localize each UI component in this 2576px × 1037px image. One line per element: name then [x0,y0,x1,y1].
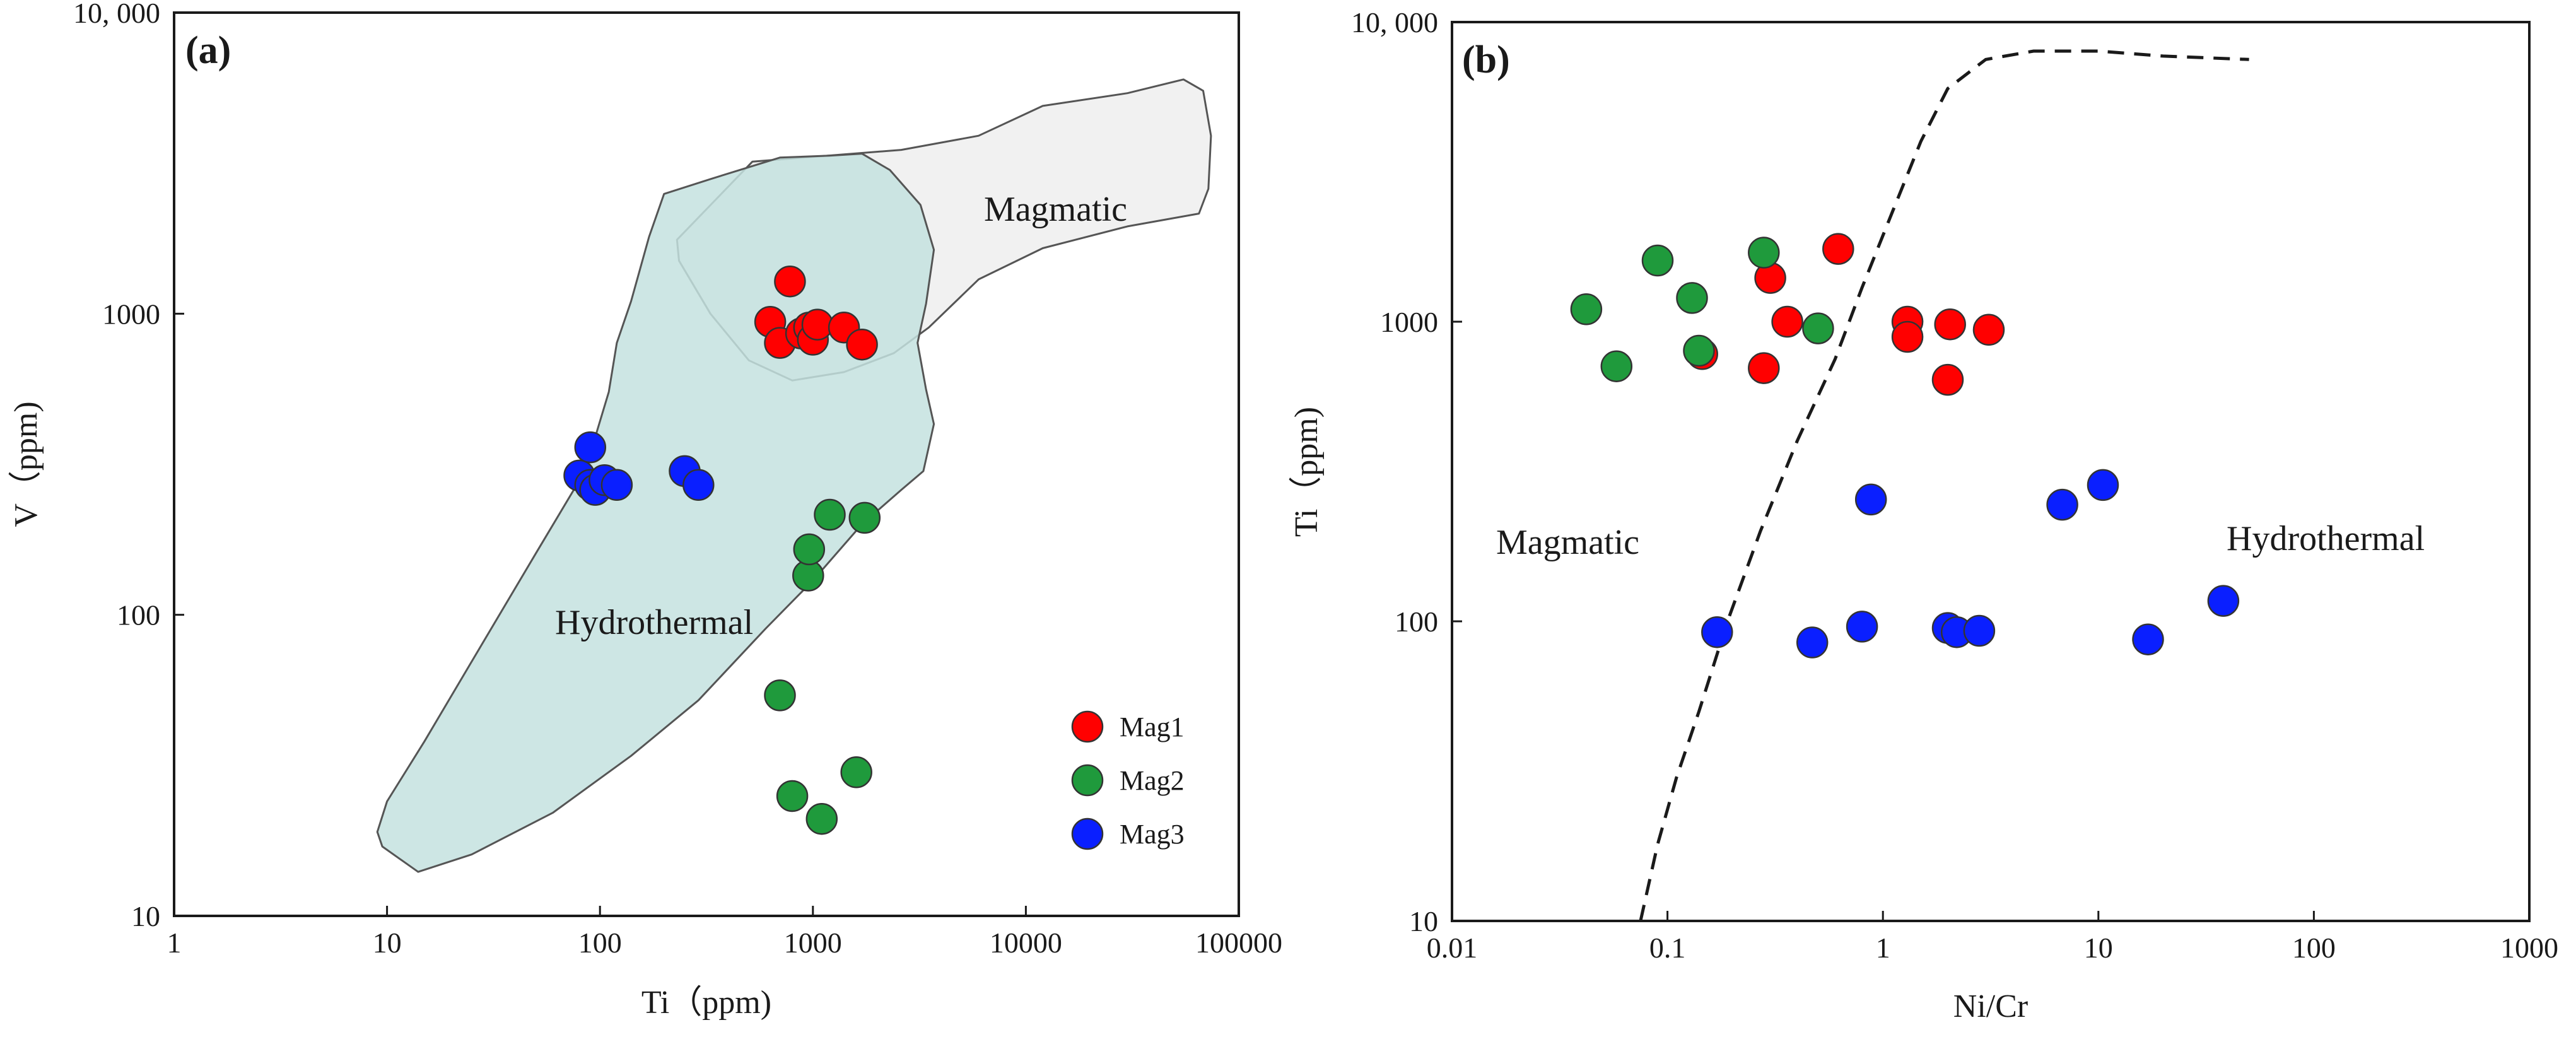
point-mag1 [801,308,834,341]
x-axis-ticks: 1 10 100 1000 10000 100000 [167,906,1282,959]
point-mag1 [1934,308,1966,341]
x-tick-label: 100000 [1195,927,1282,959]
point-mag2 [1600,350,1633,382]
y-tick-label: 10, 000 [73,0,160,29]
y-tick-label: 100 [1395,606,1438,638]
x-tick-label: 1 [167,927,182,959]
x-tick-label: 10 [373,927,402,959]
point-mag3 [2046,488,2078,521]
point-mag2 [840,756,872,788]
point-mag2 [814,498,846,531]
plot-frame [1451,21,2531,922]
x-tick-label: 1 [1876,932,1890,964]
magmatic-hydrothermal-boundary [1639,49,2249,922]
point-mag2 [805,802,838,835]
y-tick-label: 10 [1409,905,1438,937]
legend-marker-mag3 [1071,817,1104,850]
panel-label: (b) [1462,38,1510,81]
legend-label-mag3: Mag3 [1120,819,1185,850]
x-axis-title: Ni/Cr [1953,988,2028,1024]
scatter-points [563,265,881,835]
point-mag2 [1802,312,1834,344]
point-mag3 [1854,483,1887,516]
point-mag2 [793,533,826,566]
scatter-points [1570,233,2240,659]
legend: Mag1 Mag2 Mag3 [1071,710,1185,850]
point-mag1 [1891,320,1924,353]
point-mag3 [1701,616,1733,648]
legend-marker-mag2 [1071,764,1104,797]
panel-b: Magmatic Hydrothermal 0.01 0.1 1 10 100 1000 … [1289,6,2558,1024]
point-mag1 [846,328,878,361]
point-mag2 [848,501,881,534]
legend-label-mag1: Mag1 [1120,712,1185,742]
y-axis-ticks: 10 100 1000 10, 000 [1351,6,1462,937]
point-mag3 [1963,614,1996,647]
point-mag1 [1822,233,1854,265]
point-mag1 [774,265,806,298]
point-mag2 [1570,293,1603,325]
region-label-hydrothermal: Hydrothermal [555,603,753,642]
x-tick-label: 0.1 [1649,932,1686,964]
y-tick-label: 100 [117,599,160,631]
x-tick-label: 10000 [990,927,1062,959]
x-tick-label: 100 [578,927,622,959]
point-mag3 [682,469,715,501]
x-tick-label: 100 [2292,932,2336,964]
point-mag2 [1676,282,1708,314]
point-mag1 [1771,305,1803,338]
y-axis-title: Ti（ppm) [1289,407,1325,537]
panel-label: (a) [185,29,231,72]
y-axis-title: V（ppm) [8,401,44,527]
point-mag3 [600,469,633,501]
y-axis-ticks: 10 100 1000 10, 000 [73,0,184,932]
point-mag3 [1796,626,1829,659]
y-tick-label: 1000 [102,298,160,330]
point-mag2 [764,679,796,712]
region-label-hydrothermal: Hydrothermal [2227,519,2425,558]
y-tick-label: 10 [131,900,160,932]
point-mag2 [776,780,809,812]
x-tick-label: 0.01 [1427,932,1478,964]
plot-frame [173,11,1240,917]
x-axis-ticks: 0.01 0.1 1 10 100 1000 [1427,911,2558,964]
x-tick-label: 1000 [2500,932,2558,964]
y-tick-label: 10, 000 [1351,6,1438,38]
point-mag1 [1972,313,2005,346]
y-tick-label: 1000 [1380,306,1438,338]
point-mag2 [1748,237,1780,269]
legend-marker-mag1 [1071,710,1104,743]
point-mag3 [2087,469,2119,501]
point-mag3 [1846,611,1878,643]
panel-a: Magmatic Hydrothermal 1 10 100 1000 10000 100… [8,0,1282,1021]
point-mag2 [1683,334,1715,367]
point-mag1 [1748,352,1780,384]
point-mag3 [574,431,607,464]
x-tick-label: 1000 [784,927,842,959]
point-mag2 [1641,244,1674,277]
region-label-magmatic: Magmatic [984,190,1127,229]
legend-label-mag2: Mag2 [1120,765,1185,796]
point-mag1 [1931,363,1964,396]
point-mag3 [2207,585,2240,617]
region-label-magmatic: Magmatic [1496,523,1639,562]
x-axis-title: Ti（ppm) [641,985,771,1021]
x-tick-label: 10 [2084,932,2113,964]
point-mag3 [2132,623,2164,655]
